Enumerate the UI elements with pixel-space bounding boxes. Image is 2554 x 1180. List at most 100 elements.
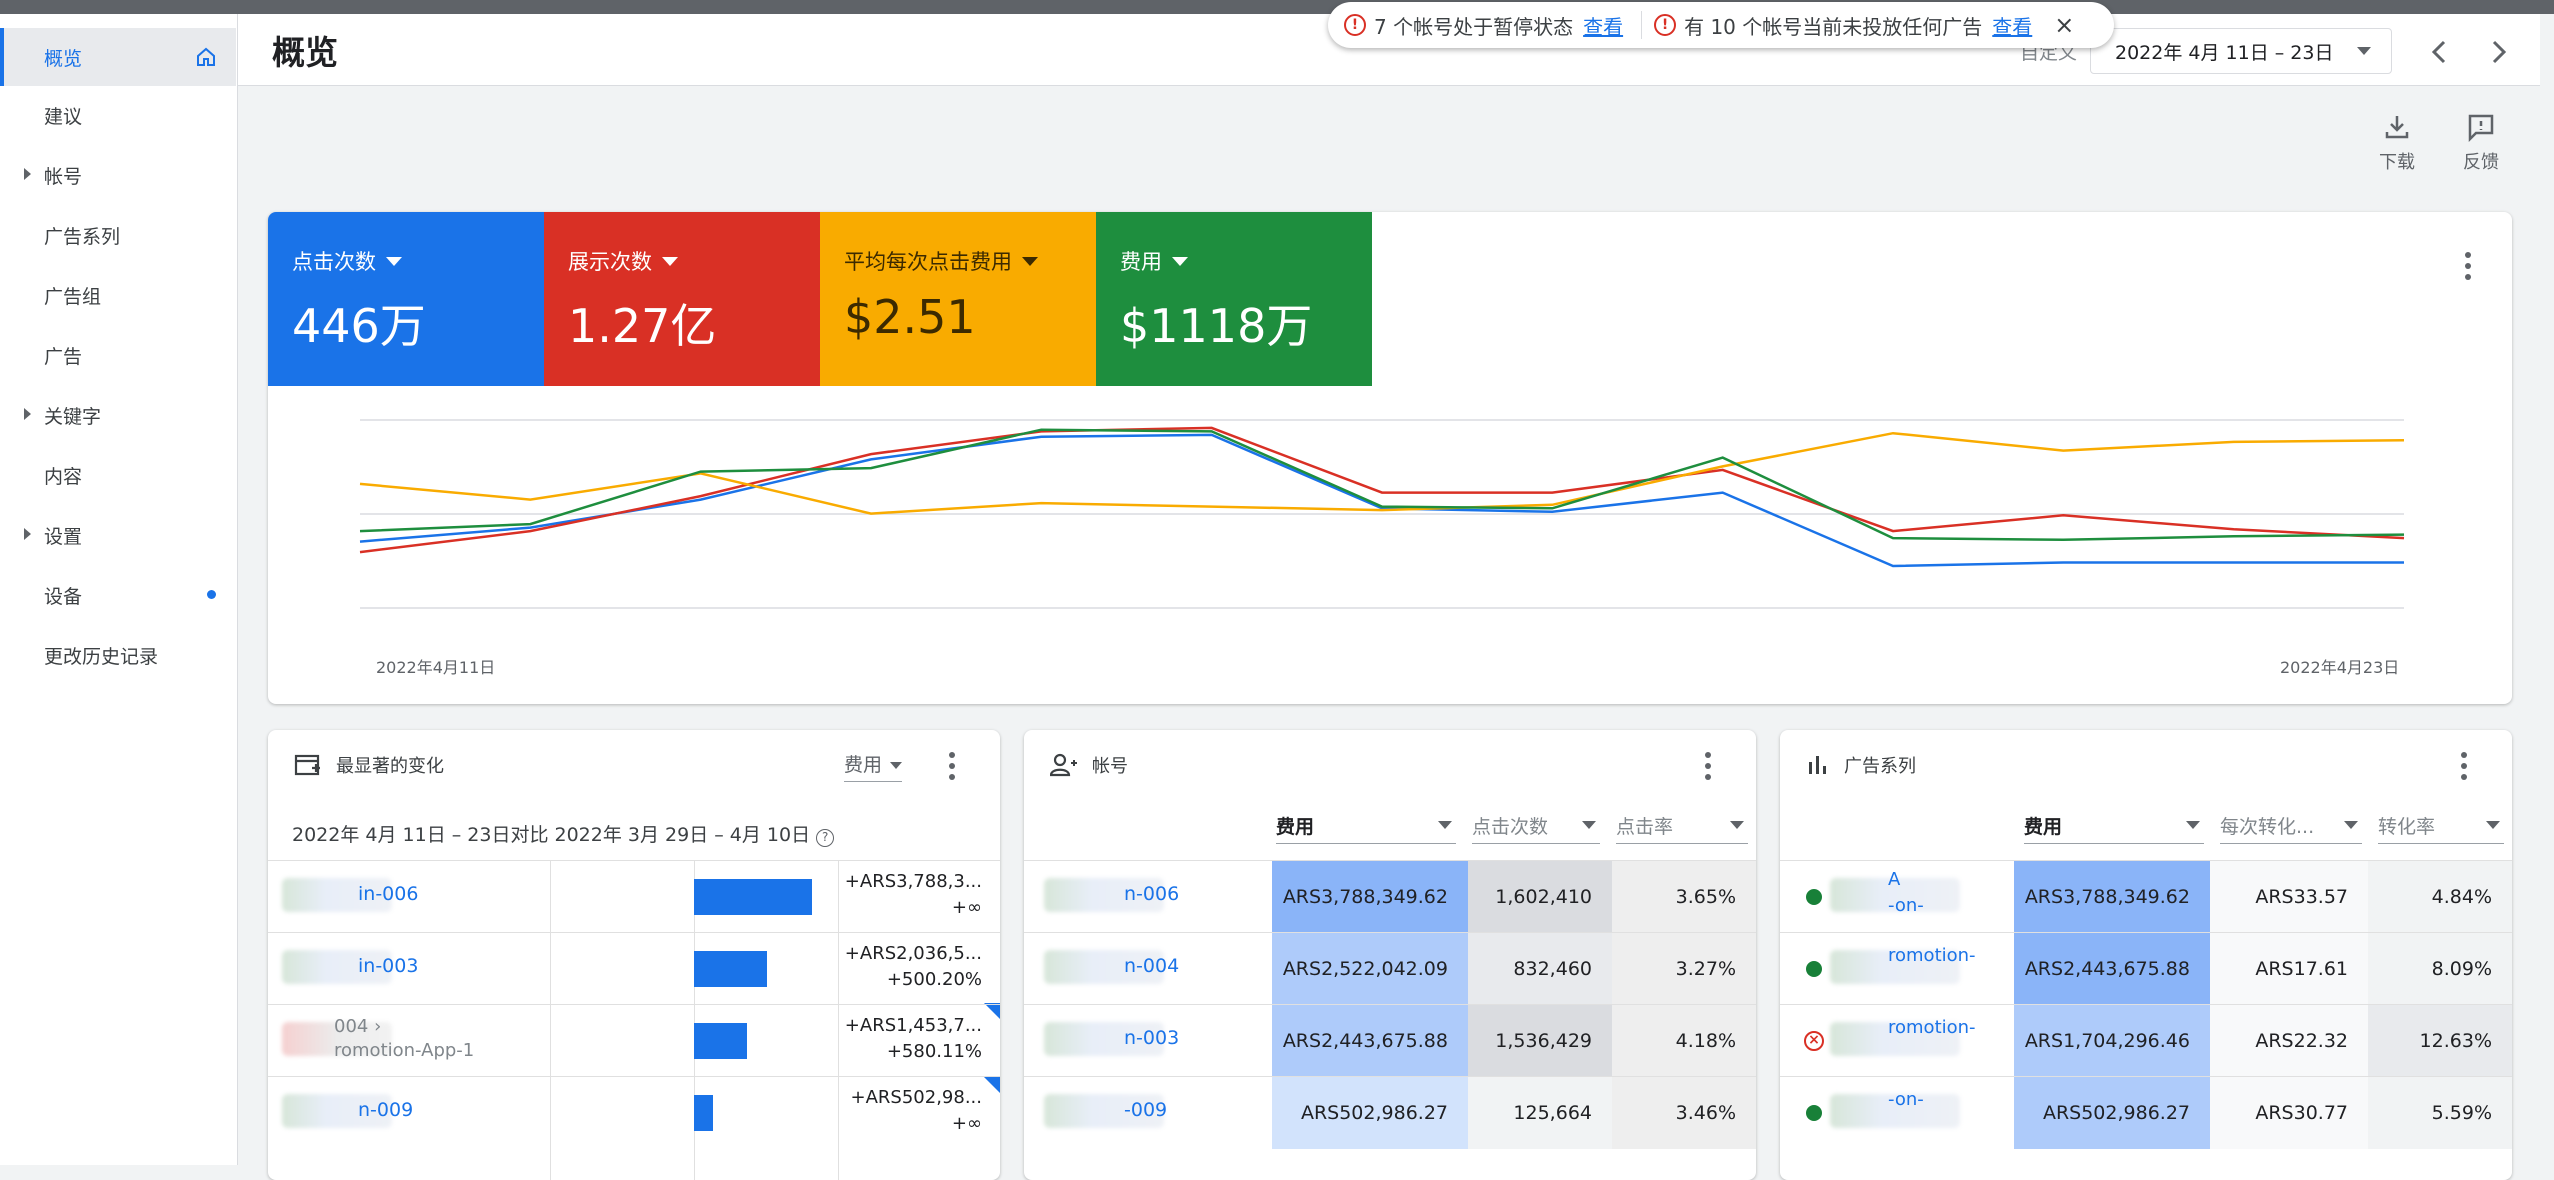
next-period-button[interactable] bbox=[2478, 32, 2518, 72]
account-name-link[interactable]: n-003 bbox=[1124, 1027, 1180, 1049]
more-options-icon[interactable] bbox=[2464, 252, 2472, 284]
close-icon[interactable]: × bbox=[2054, 11, 2075, 39]
metric-clicks[interactable]: 点击次数 446万 bbox=[268, 212, 544, 386]
table-row[interactable]: in-003 +ARS2,036,5... +500.20% bbox=[268, 932, 1000, 1019]
conversion-rate-value: 4.84% bbox=[2431, 886, 2492, 908]
account-name-link[interactable]: n-004 bbox=[1124, 955, 1180, 977]
table-row[interactable]: n-006 ARS3,788,349.62 1,602,410 3.65% bbox=[1024, 860, 1756, 933]
cost-cell: ARS2,443,675.88 bbox=[2014, 933, 2210, 1005]
table-row[interactable]: n-003 ARS2,443,675.88 1,536,429 4.18% bbox=[1024, 1004, 1756, 1077]
entity-name[interactable]: 004 › romotion-App-1 bbox=[334, 1015, 474, 1063]
series-line-3[interactable] bbox=[359, 428, 2405, 542]
panel-title: 帐号 bbox=[1092, 756, 1128, 777]
metric-value: $2.51 bbox=[844, 290, 976, 344]
table-row[interactable]: n-009 +ARS502,98... +∞ bbox=[268, 1076, 1000, 1148]
table-row[interactable]: n-004 ARS2,522,042.09 832,460 3.27% bbox=[1024, 932, 1756, 1005]
table-row[interactable]: 004 › romotion-App-1 +ARS1,453,7... +580.11… bbox=[268, 1004, 1000, 1076]
campaign-name-link[interactable]: romotion- bbox=[1888, 1015, 1976, 1041]
download-label: 下载 bbox=[2379, 152, 2415, 173]
series-line-1[interactable] bbox=[359, 426, 2405, 554]
change-bar bbox=[694, 1095, 713, 1131]
performance-chart-card: 点击次数 446万 展示次数 1.27亿 平均每次点击费用 $2.51 费用 $… bbox=[268, 212, 2512, 704]
column-divider bbox=[550, 860, 551, 1180]
table-row[interactable]: in-006 +ARS3,788,3... +∞ bbox=[268, 860, 1000, 932]
sidebar-item-settings[interactable]: 设置 bbox=[0, 506, 236, 564]
sidebar-item-content[interactable]: 内容 bbox=[0, 446, 236, 504]
alert-no-ads-text: 有 10 个帐号当前未投放任何广告 bbox=[1684, 14, 1983, 39]
panel-header: 最显著的变化 bbox=[268, 730, 1000, 800]
table-row[interactable]: romotion- ARS2,443,675.88 ARS17.61 8.09% bbox=[1780, 932, 2512, 1005]
feedback-label: 反馈 bbox=[2463, 152, 2499, 173]
clicks-cell: 125,664 bbox=[1468, 1077, 1612, 1149]
sidebar-item-accounts[interactable]: 帐号 bbox=[0, 146, 236, 204]
conversion-rate-value: 12.63% bbox=[2419, 1030, 2492, 1052]
clicks-value: 1,602,410 bbox=[1495, 886, 1592, 908]
column-divider bbox=[838, 860, 839, 1180]
sidebar-item-devices[interactable]: 设备 bbox=[0, 566, 236, 624]
campaign-name-link[interactable]: romotion- bbox=[1888, 943, 1976, 969]
sort-metric-select[interactable]: 费用 bbox=[844, 750, 903, 782]
sidebar-item-overview[interactable]: 概览 bbox=[0, 28, 236, 86]
sidebar-item-change-history[interactable]: 更改历史记录 bbox=[0, 626, 236, 684]
entity-name-link[interactable]: in-003 bbox=[358, 955, 419, 977]
more-options-icon[interactable] bbox=[1704, 752, 1712, 784]
redacted-name bbox=[1044, 878, 1164, 912]
entity-name-link[interactable]: in-006 bbox=[358, 883, 419, 905]
feedback-icon bbox=[2468, 114, 2494, 142]
series-line-0[interactable] bbox=[359, 433, 2404, 568]
enabled-status-icon bbox=[1806, 1105, 1822, 1121]
corner-flag-icon bbox=[984, 1077, 1000, 1093]
sidebar-item-ads[interactable]: 广告 bbox=[0, 326, 236, 384]
cost-value: ARS2,522,042.09 bbox=[1282, 958, 1448, 980]
series-line-2[interactable] bbox=[359, 431, 2405, 515]
metric-avg-cpc[interactable]: 平均每次点击费用 $2.51 bbox=[820, 212, 1096, 386]
sidebar-item-campaigns[interactable]: 广告系列 bbox=[0, 206, 236, 264]
table-row[interactable]: -009 ARS502,986.27 125,664 3.46% bbox=[1024, 1076, 1756, 1149]
more-options-icon[interactable] bbox=[2460, 752, 2468, 784]
column-header-ctr[interactable]: 点击率 bbox=[1608, 800, 1756, 850]
account-name-link[interactable]: n-006 bbox=[1124, 883, 1180, 905]
campaign-name-link[interactable]: -on- bbox=[1888, 1087, 1924, 1113]
column-header-conversion-rate[interactable]: 转化率 bbox=[2370, 800, 2512, 850]
table-row[interactable]: × romotion- ARS1,704,296.46 ARS22.32 12.63% bbox=[1780, 1004, 2512, 1077]
download-button[interactable]: 下载 bbox=[2362, 104, 2432, 184]
column-header-cost-per-conversion[interactable]: 每次转化... bbox=[2212, 800, 2370, 850]
sidebar-item-ad-groups[interactable]: 广告组 bbox=[0, 266, 236, 324]
more-options-icon[interactable] bbox=[948, 752, 956, 784]
redacted-name bbox=[1830, 1094, 1960, 1128]
campaign-name-link[interactable]: A -on- bbox=[1888, 867, 1924, 919]
help-icon[interactable]: ? bbox=[816, 829, 835, 847]
metric-cost[interactable]: 费用 $1118万 bbox=[1096, 212, 1372, 386]
sidebar-item-label: 广告组 bbox=[44, 285, 102, 308]
metric-label: 费用 bbox=[1120, 250, 1162, 274]
change-value: +ARS2,036,5... +500.20% bbox=[845, 941, 982, 993]
column-header-clicks[interactable]: 点击次数 bbox=[1464, 800, 1608, 850]
metric-impressions[interactable]: 展示次数 1.27亿 bbox=[544, 212, 820, 386]
sidebar-item-recommendations[interactable]: 建议 bbox=[0, 86, 236, 144]
conversion-rate-value: 5.59% bbox=[2431, 1102, 2492, 1124]
clicks-value: 1,536,429 bbox=[1495, 1030, 1592, 1052]
redacted-name bbox=[1044, 1022, 1164, 1056]
changes-icon bbox=[294, 754, 320, 776]
sort-caret-icon bbox=[1730, 821, 1744, 829]
ctr-value: 3.46% bbox=[1675, 1102, 1736, 1124]
date-range-picker[interactable]: 2022年 4月 11日 – 23日 bbox=[2090, 28, 2392, 74]
table-row[interactable]: A -on- ARS3,788,349.62 ARS33.57 4.84% bbox=[1780, 860, 2512, 933]
expand-arrow-icon bbox=[24, 528, 31, 540]
entity-name-link[interactable]: n-009 bbox=[358, 1099, 414, 1121]
error-icon: ! bbox=[1344, 14, 1366, 36]
cost-value: ARS1,704,296.46 bbox=[2024, 1030, 2190, 1052]
column-header-cost[interactable]: 费用 bbox=[1268, 800, 1464, 850]
column-header-cost[interactable]: 费用 bbox=[2016, 800, 2212, 850]
alert-paused-view-link[interactable]: 查看 bbox=[1583, 14, 1624, 39]
sort-caret-icon bbox=[2486, 821, 2500, 829]
table-row[interactable]: -on- ARS502,986.27 ARS30.77 5.59% bbox=[1780, 1076, 2512, 1149]
previous-period-button[interactable] bbox=[2420, 32, 2460, 72]
sidebar-item-keywords[interactable]: 关键字 bbox=[0, 386, 236, 444]
corner-flag-icon bbox=[984, 1003, 1000, 1019]
feedback-button[interactable]: 反馈 bbox=[2446, 104, 2516, 184]
cpa-value: ARS30.77 bbox=[2255, 1102, 2348, 1124]
alert-no-ads-view-link[interactable]: 查看 bbox=[1992, 14, 2033, 39]
account-name-link[interactable]: -009 bbox=[1124, 1099, 1168, 1121]
download-icon bbox=[2385, 116, 2409, 139]
